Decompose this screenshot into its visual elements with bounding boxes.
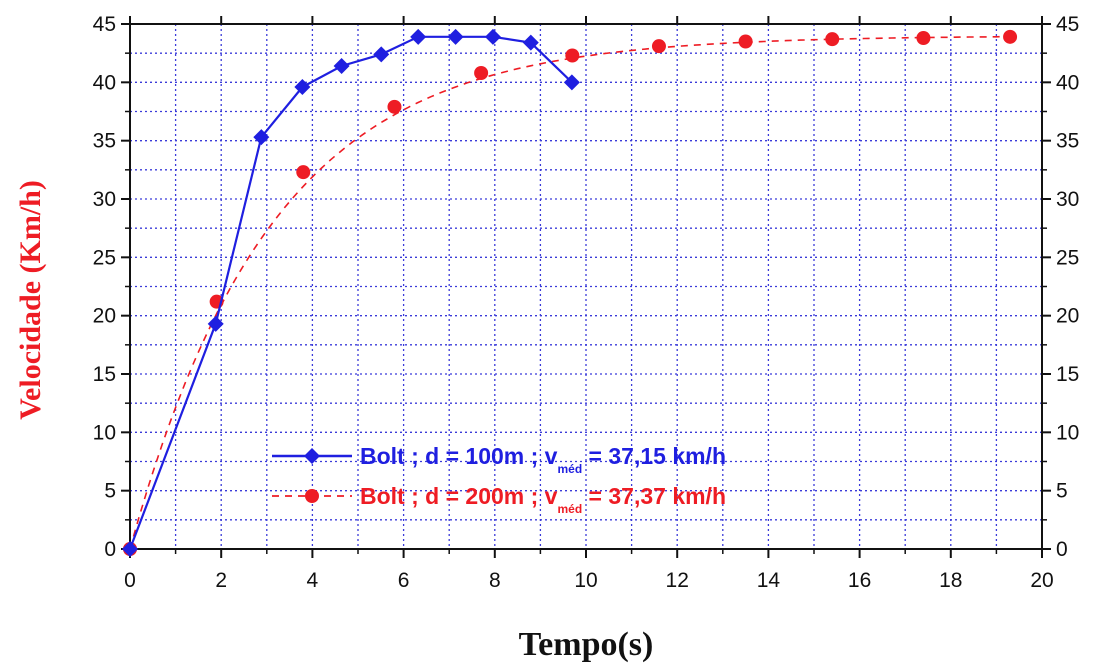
y-tick-label-right: 5: [1056, 480, 1068, 503]
series-100m-point: [522, 34, 539, 51]
x-tick-label: 8: [489, 569, 501, 592]
series-100m-point: [410, 28, 427, 45]
y-tick-label-left: 40: [93, 71, 116, 94]
x-tick-label: 2: [215, 569, 227, 592]
legend-label-1: Bolt ; d = 100m ; vméd = 37,15 km/h: [360, 443, 726, 476]
series-100m-line: [128, 35, 573, 550]
series-100m-point: [333, 58, 350, 74]
x-tick-label: 10: [574, 569, 597, 592]
y-tick-label-right: 15: [1056, 363, 1079, 386]
x-tick-label: 4: [307, 569, 319, 592]
series-200m-point: [565, 48, 580, 63]
grid-lines: [129, 23, 1043, 550]
y-tick-label-right: 35: [1056, 130, 1079, 153]
y-tick-label-right: 30: [1056, 188, 1079, 211]
series-200m-point: [474, 66, 489, 80]
series-100m-point: [563, 74, 580, 91]
x-tick-label: 0: [124, 569, 136, 592]
series-100m-point: [484, 28, 501, 45]
x-tick-label: 12: [666, 569, 689, 592]
legend-marker-2: [305, 489, 319, 503]
y-tick-label-left: 25: [93, 246, 116, 269]
legend: Bolt ; d = 100m ; vméd = 37,15 km/h Bolt …: [272, 443, 726, 516]
series-200m-point: [916, 31, 931, 45]
y-tick-label-right: 25: [1056, 246, 1079, 269]
series-100m-point: [122, 541, 138, 557]
y-tick-label-right: 10: [1056, 421, 1079, 444]
series-100m-point: [207, 315, 224, 332]
series-100m-point: [294, 79, 311, 95]
y-tick-label-left: 35: [93, 130, 116, 153]
y-tick-label-right: 20: [1056, 305, 1079, 328]
y-tick-label-left: 45: [93, 13, 116, 36]
y-tick-label-right: 40: [1056, 71, 1079, 94]
series-100m-point: [447, 28, 464, 45]
y-tick-label-left: 5: [104, 480, 116, 503]
series-200m-point: [651, 39, 666, 54]
y-tick-label-left: 30: [93, 188, 116, 211]
legend-marker-1: [304, 448, 320, 464]
series-200m-point: [387, 99, 402, 114]
series-200m-point: [1003, 29, 1018, 44]
x-tick-label: 20: [1030, 569, 1053, 592]
y-tick-label-right: 45: [1056, 13, 1079, 36]
y-tick-label-right: 0: [1056, 538, 1068, 561]
x-axis-title: Tempo(s): [519, 626, 654, 663]
series-100m-point: [373, 46, 390, 63]
y-axis-title: Velocidade (Km/h): [14, 180, 47, 420]
y-tick-label-left: 20: [93, 305, 116, 328]
x-tick-label: 6: [398, 569, 410, 592]
legend-label-2: Bolt ; d = 200m ; vméd = 37,37 km/h: [360, 483, 726, 516]
x-tick-label: 18: [939, 569, 962, 592]
series-200m-point: [296, 165, 311, 180]
series-layer: [122, 28, 1018, 557]
y-tick-label-left: 10: [93, 421, 116, 444]
series-100m-point: [253, 129, 270, 146]
series-200m-point: [738, 34, 753, 49]
series-200m-point: [825, 32, 840, 47]
x-tick-label: 16: [848, 569, 871, 592]
y-tick-label-left: 15: [93, 363, 116, 386]
x-tick-label: 14: [757, 569, 781, 592]
y-tick-label-left: 0: [104, 538, 116, 561]
